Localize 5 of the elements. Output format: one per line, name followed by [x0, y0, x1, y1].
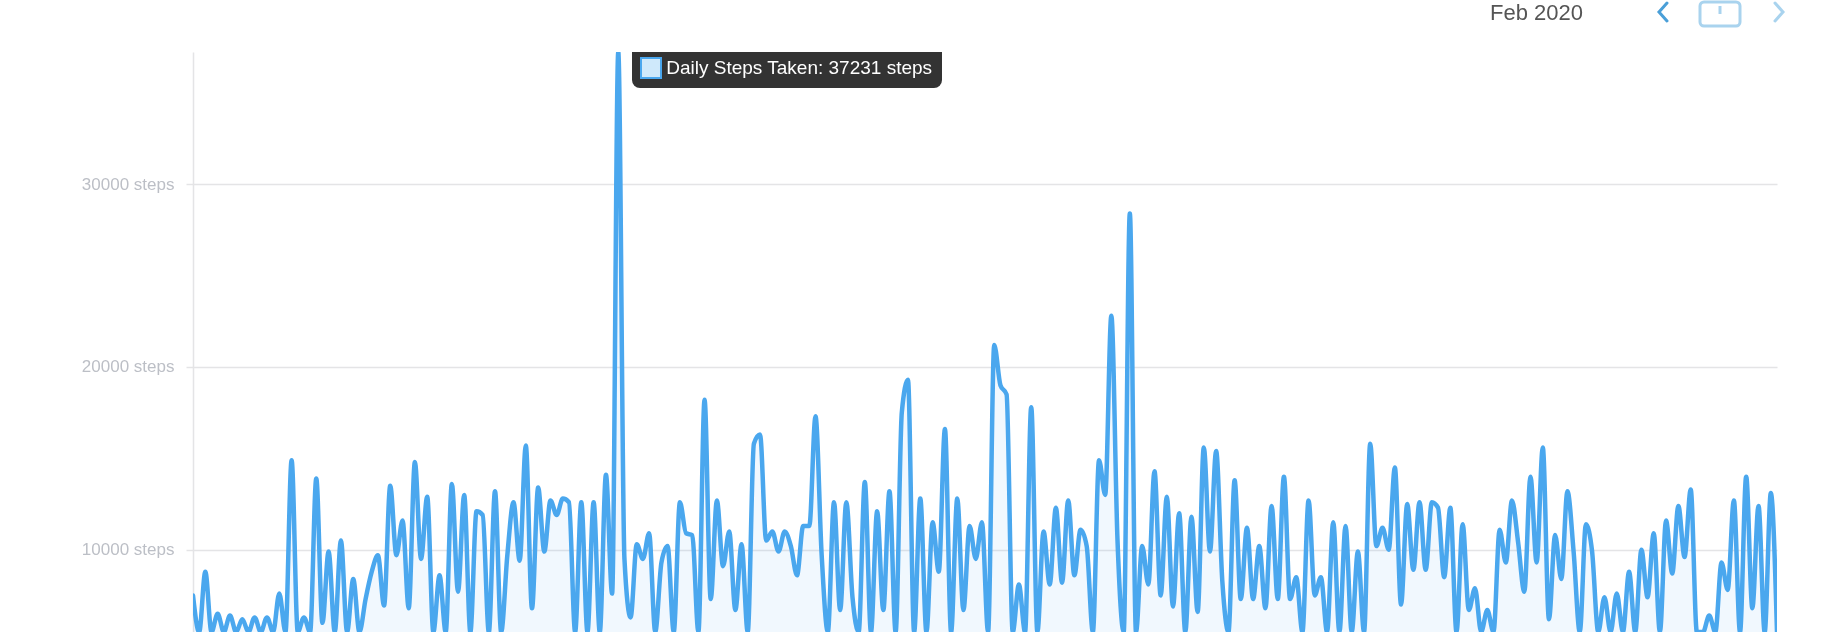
chart-title: Feb 2020: [1490, 0, 1583, 26]
y-tick-label: 20000 steps: [81, 357, 175, 377]
annotation: Daily Steps Taken: 37231 steps: [666, 57, 933, 79]
y-tick-label: 30000 steps: [81, 174, 175, 194]
y-tick-label: 10000 steps: [81, 540, 175, 560]
